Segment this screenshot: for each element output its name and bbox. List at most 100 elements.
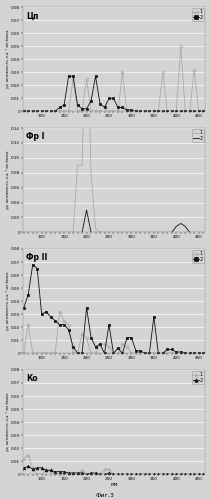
2 [170,471,173,477]
X-axis label: мм: мм [110,483,118,488]
1 [193,230,196,236]
1 [76,471,79,477]
Line: 1: 1 [22,310,205,355]
2 [99,471,101,477]
1 [188,230,191,236]
2 [193,108,196,114]
2 [108,230,110,236]
Text: Цп: Цп [27,11,39,20]
1 [49,350,52,356]
2 [162,350,164,356]
1 [81,162,83,168]
1 [85,76,88,82]
1 [67,230,70,236]
2 [180,108,182,114]
1 [166,108,169,114]
Y-axis label: уд. активность, е.а. * мл белка: уд. активность, е.а. * мл белка [5,151,9,210]
2 [112,95,115,101]
1 [170,108,173,114]
2 [148,108,151,114]
1 [135,471,137,477]
Line: 2: 2 [22,75,205,113]
1 [27,230,30,236]
1 [23,230,25,236]
2 [36,230,38,236]
2 [45,230,47,236]
1 [36,108,38,114]
1 [45,108,47,114]
1 [103,230,106,236]
2 [67,327,70,333]
1 [153,350,155,356]
1 [175,350,177,356]
1 [41,108,43,114]
2 [81,350,83,356]
Line: 1: 1 [22,45,205,113]
2 [54,108,56,114]
2 [67,470,70,476]
2 [103,104,106,110]
2 [76,470,79,476]
2 [58,469,61,475]
2 [108,95,110,101]
1 [202,108,204,114]
2 [90,98,92,104]
2 [54,318,56,324]
2 [41,311,43,317]
2 [31,230,34,236]
1 [103,466,106,472]
2 [197,350,200,356]
1 [180,43,182,49]
2 [112,350,115,356]
1 [41,471,43,477]
1 [121,230,124,236]
1 [117,108,119,114]
2 [99,341,101,347]
2 [117,104,119,110]
Legend: 1, 2: 1, 2 [192,129,204,142]
2 [180,349,182,355]
2 [85,106,88,112]
2 [121,350,124,356]
2 [76,230,79,236]
2 [180,221,182,227]
1 [45,230,47,236]
2 [121,230,124,236]
1 [27,108,30,114]
2 [126,230,128,236]
1 [148,471,151,477]
1 [162,471,164,477]
1 [23,350,25,356]
Legend: 1, 2: 1, 2 [192,250,204,263]
1 [135,350,137,356]
2 [81,230,83,236]
1 [108,108,110,114]
2 [94,344,97,350]
1 [99,341,101,347]
2 [148,471,151,477]
2 [41,465,43,471]
2 [117,230,119,236]
1 [193,67,196,73]
2 [202,108,204,114]
1 [90,108,92,114]
1 [72,471,74,477]
2 [72,470,74,476]
1 [148,350,151,356]
2 [193,350,196,356]
2 [166,346,169,352]
2 [144,108,146,114]
1 [49,108,52,114]
1 [130,350,133,356]
2 [121,104,124,110]
2 [184,350,187,356]
2 [135,471,137,477]
2 [175,108,177,114]
1 [139,230,142,236]
1 [94,108,97,114]
1 [197,108,200,114]
2 [94,470,97,476]
1 [148,108,151,114]
1 [63,318,65,324]
1 [67,108,70,114]
